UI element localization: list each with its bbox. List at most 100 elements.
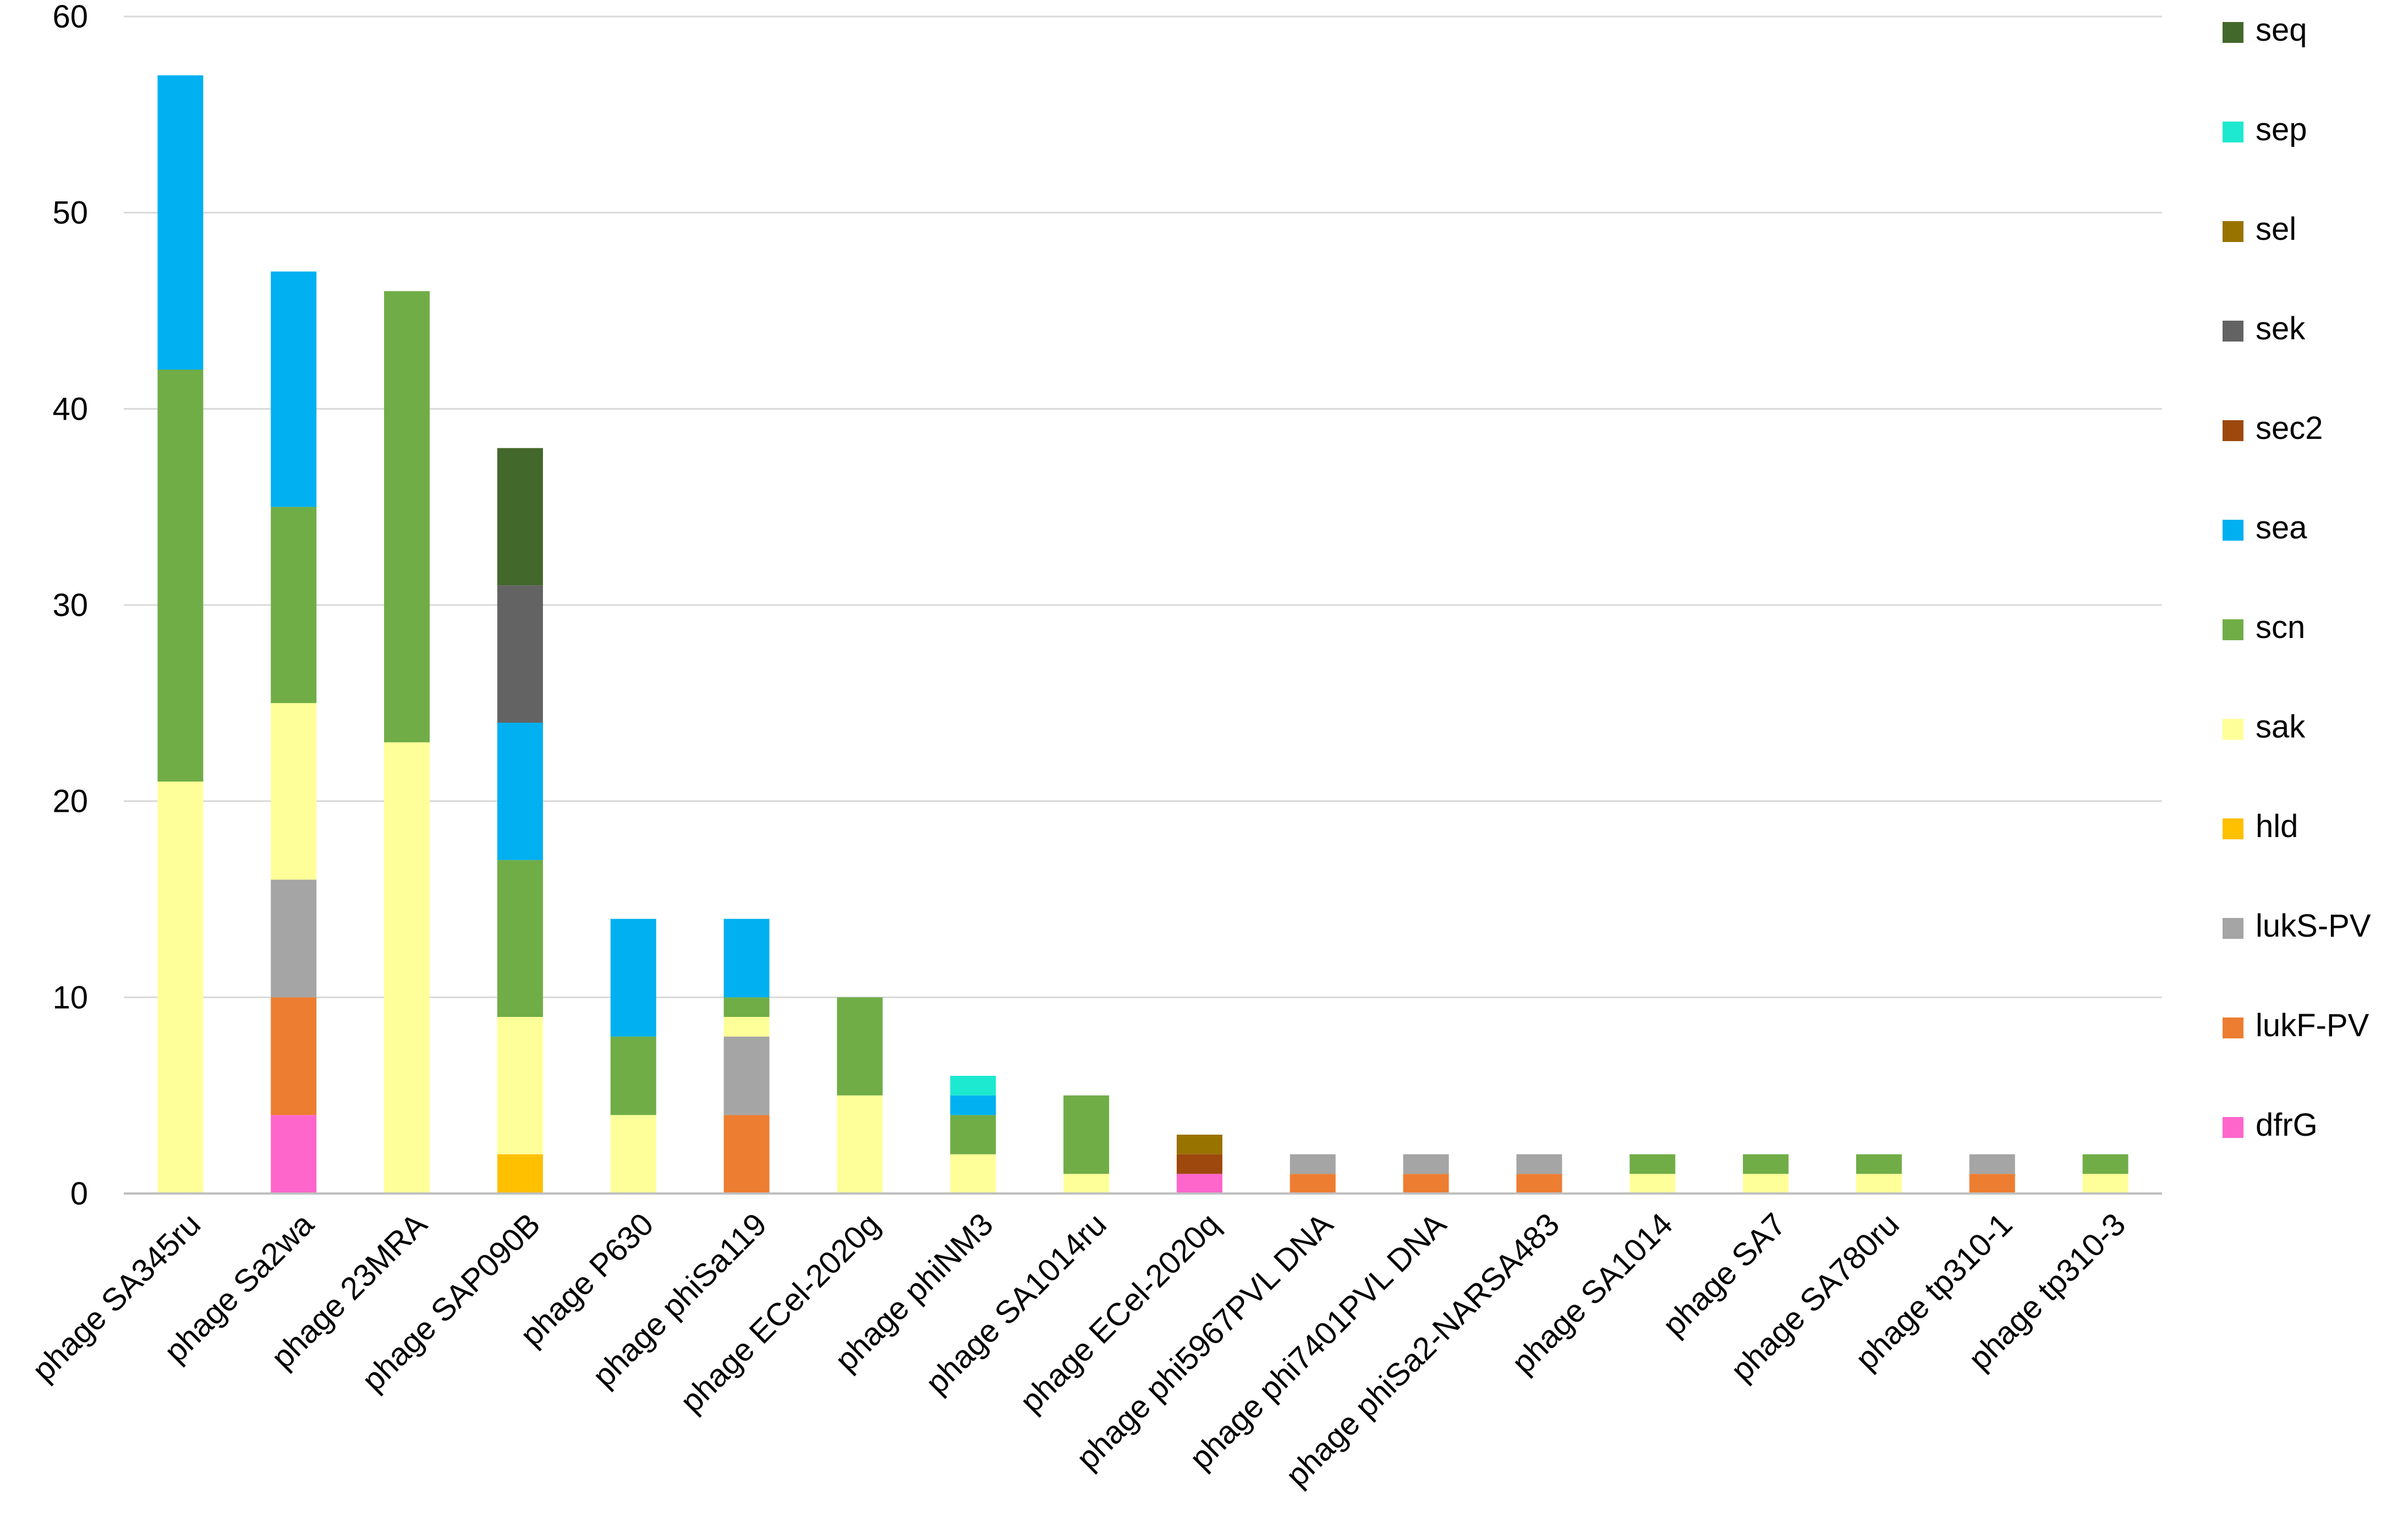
- bar-segment-lukS-PV: [1290, 1154, 1336, 1174]
- legend-swatch: [2223, 321, 2243, 342]
- bar-stack: [1969, 1154, 2015, 1194]
- bar-segment-scn: [271, 507, 317, 703]
- bar-segment-scn: [950, 1115, 996, 1154]
- legend-swatch: [2223, 619, 2243, 640]
- bar-segment-sak: [837, 1095, 883, 1194]
- y-tick-label: 20: [52, 784, 88, 820]
- legend-item: sak: [2223, 709, 2306, 745]
- bar-segment-sak: [1856, 1174, 1902, 1194]
- bar-stack: [1516, 1154, 1562, 1194]
- bar-segment-sak: [1630, 1174, 1676, 1194]
- bar-segment-sea: [950, 1095, 996, 1115]
- bar-stack: [2082, 1154, 2128, 1194]
- bar-segment-sea: [723, 919, 770, 998]
- bar-segment-sek: [497, 585, 543, 723]
- bar-segment-sak: [2082, 1174, 2128, 1194]
- legend-item: sec2: [2223, 410, 2323, 446]
- bar-stack: [1063, 1095, 1110, 1194]
- bar-segment-dfrG: [1176, 1174, 1222, 1194]
- legend-swatch: [2223, 520, 2243, 541]
- bar-segment-scn: [1630, 1154, 1676, 1174]
- x-tick-label: phage ECel-2020q: [1013, 1206, 1227, 1420]
- bar-segment-lukS-PV: [271, 879, 317, 998]
- bar-segment-scn: [497, 860, 543, 1017]
- bar-segment-sak: [384, 742, 430, 1194]
- legend-label: hld: [2256, 809, 2298, 844]
- bar-segment-sea: [497, 723, 543, 860]
- legend-swatch: [2223, 420, 2243, 441]
- bar-segment-sea: [610, 919, 656, 1037]
- bar-stack: [1856, 1154, 1902, 1194]
- legend-item: sea: [2223, 510, 2307, 546]
- bar-segment-scn: [1743, 1154, 1789, 1174]
- y-tick-label: 40: [52, 391, 88, 427]
- bar-stack: [384, 291, 430, 1194]
- legend-label: sec2: [2256, 410, 2323, 446]
- bar-segment-lukF-PV: [1969, 1174, 2015, 1194]
- bar-segment-lukF-PV: [1290, 1174, 1336, 1194]
- bar-segment-seq: [497, 448, 543, 586]
- bar-segment-scn: [1856, 1154, 1902, 1174]
- bar-segment-lukS-PV: [1969, 1154, 2015, 1174]
- bar-segment-scn: [723, 997, 770, 1017]
- bar-stack: [1290, 1154, 1336, 1194]
- bar-segment-sak: [610, 1115, 656, 1194]
- y-tick-label: 50: [52, 195, 88, 231]
- legend-label: sek: [2256, 311, 2306, 346]
- bar-segment-hld: [497, 1154, 543, 1194]
- legend-item: lukF-PV: [2223, 1008, 2369, 1043]
- y-tick-label: 60: [52, 0, 88, 35]
- bar-segment-scn: [2082, 1154, 2128, 1174]
- legend-item: scn: [2223, 609, 2305, 645]
- legend-item: seq: [2223, 12, 2307, 48]
- y-axis-ticks: 0 10 20 30 40 50 60: [52, 0, 88, 1212]
- bar-segment-dfrG: [271, 1115, 317, 1194]
- legend-label: lukS-PV: [2256, 908, 2371, 944]
- legend-swatch: [2223, 22, 2243, 43]
- bar-segment-sak: [497, 1017, 543, 1154]
- legend-swatch: [2223, 818, 2243, 839]
- legend-item: sek: [2223, 311, 2306, 346]
- legend-label: sel: [2256, 211, 2296, 247]
- bar-stack: [157, 75, 204, 1194]
- legend-swatch: [2223, 1018, 2243, 1038]
- y-tick-label: 30: [52, 587, 88, 623]
- legend-label: dfrG: [2256, 1107, 2318, 1143]
- legend-swatch: [2223, 719, 2243, 740]
- bar-segment-sec2: [1176, 1154, 1222, 1174]
- legend-label: sea: [2256, 510, 2307, 546]
- legend: seq sep sel sek sec2 sea scn sak hld lukS-PV lukF-…: [2223, 12, 2371, 1143]
- legend-swatch: [2223, 122, 2243, 142]
- bar-segment-sak: [271, 703, 317, 880]
- bar-segment-sea: [271, 271, 317, 507]
- bar-segment-sak: [1743, 1174, 1789, 1194]
- bar-stack: [837, 997, 883, 1194]
- bar-layer: [157, 75, 2128, 1194]
- bar-stack: [1630, 1154, 1676, 1194]
- bar-segment-lukF-PV: [723, 1115, 770, 1194]
- bar-segment-lukS-PV: [1403, 1154, 1449, 1174]
- bar-segment-sea: [157, 75, 204, 370]
- bar-segment-scn: [1063, 1095, 1110, 1174]
- bar-stack: [723, 919, 770, 1194]
- bar-segment-scn: [610, 1036, 656, 1115]
- legend-swatch: [2223, 1117, 2243, 1138]
- bar-segment-lukS-PV: [1516, 1154, 1562, 1174]
- bar-segment-sel: [1176, 1135, 1222, 1154]
- legend-item: dfrG: [2223, 1107, 2318, 1143]
- bar-stack: [1176, 1135, 1222, 1194]
- bar-stack: [1743, 1154, 1789, 1194]
- legend-item: lukS-PV: [2223, 908, 2371, 944]
- x-tick-label: phage ECel-2020g: [673, 1206, 887, 1420]
- y-tick-label: 0: [70, 1176, 88, 1212]
- bar-segment-sak: [157, 782, 204, 1194]
- bar-segment-sak: [723, 1017, 770, 1037]
- legend-swatch: [2223, 918, 2243, 939]
- legend-label: seq: [2256, 12, 2307, 48]
- grid-layer: [124, 15, 2162, 998]
- bar-segment-lukS-PV: [723, 1036, 770, 1115]
- legend-label: sep: [2256, 112, 2307, 147]
